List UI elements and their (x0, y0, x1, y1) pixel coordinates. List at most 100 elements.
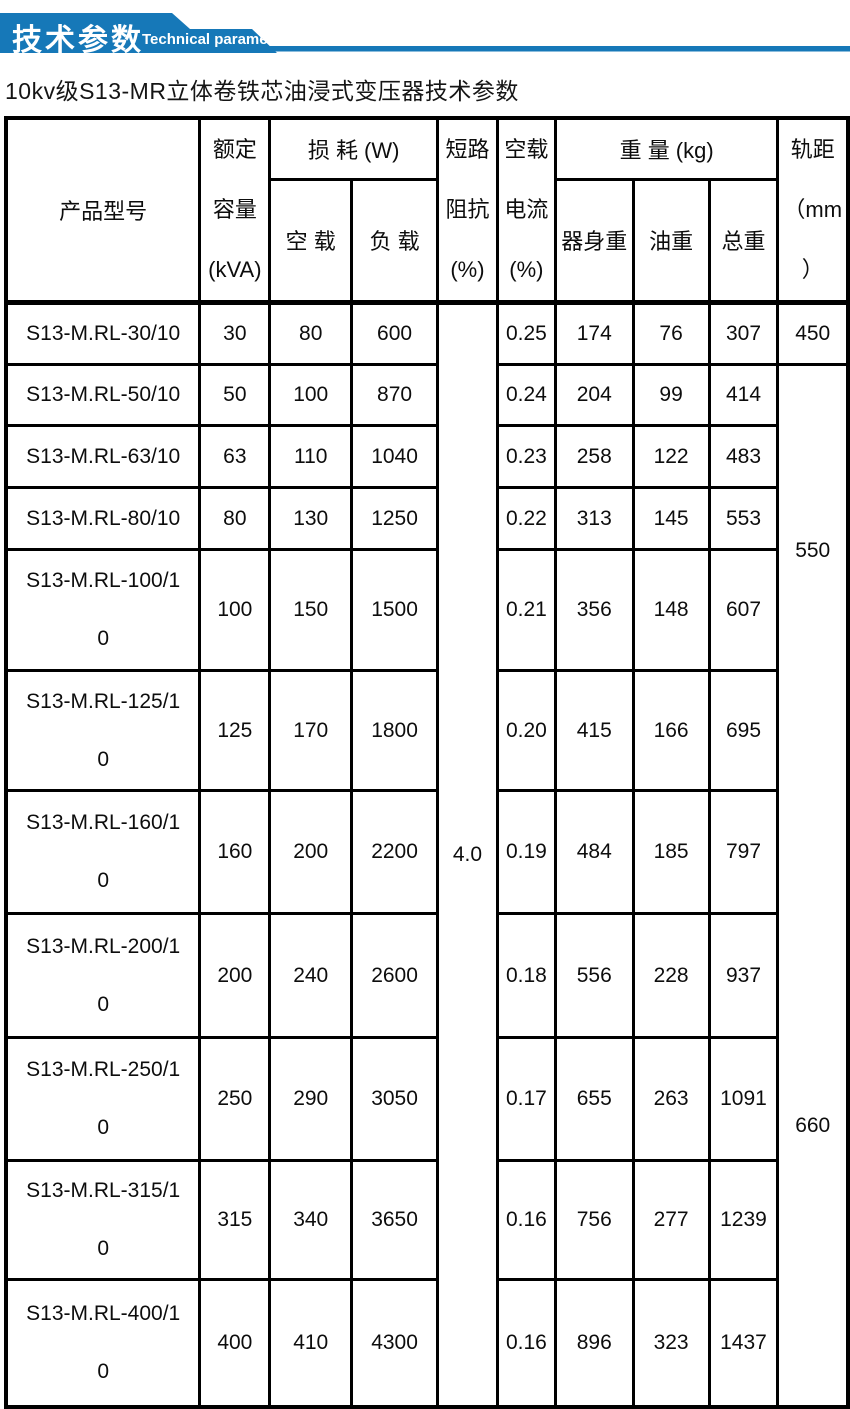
cell-load-loss: 870 (350, 363, 439, 427)
cell-load-loss: 4300 (350, 1278, 439, 1408)
cell-load-loss: 1800 (350, 669, 439, 792)
cell-no-load-current: 0.20 (495, 669, 557, 792)
cell-model: S13-M.RL-200/10 (4, 912, 202, 1039)
header-load-loss: 负 载 (350, 177, 439, 306)
cell-capacity: 400 (198, 1278, 272, 1408)
cell-load-loss: 1040 (350, 424, 439, 489)
cell-no-load-loss: 340 (268, 1159, 354, 1281)
gauge-550: 550 (795, 538, 831, 562)
cell-total-weight: 414 (707, 363, 780, 427)
cell-capacity: 200 (198, 912, 272, 1039)
cell-total-weight: 1091 (707, 1036, 780, 1162)
cell-no-load-current: 0.25 (495, 301, 557, 366)
cell-model: S13-M.RL-160/10 (4, 789, 202, 915)
cell-load-loss: 2600 (350, 912, 439, 1039)
cell-no-load-loss: 170 (268, 669, 354, 792)
cell-body-weight: 313 (553, 486, 635, 551)
cell-no-load-loss: 410 (268, 1278, 354, 1408)
gauge-660: 660 (795, 1114, 831, 1138)
cell-no-load-current: 0.24 (495, 363, 557, 427)
cell-model: S13-M.RL-315/10 (4, 1159, 202, 1281)
cell-model: S13-M.RL-400/10 (4, 1278, 202, 1408)
header-row-1: 产品型号 额定 容量 (kVA) 损 耗 (W) 短路 阻抗 (%) 空载 电流 (%) 重… (4, 116, 850, 305)
cell-no-load-current: 0.23 (495, 424, 557, 489)
cell-oil-weight: 263 (631, 1036, 711, 1162)
cell-no-load-loss: 290 (268, 1036, 354, 1162)
cell-load-loss: 600 (350, 301, 439, 366)
cell-no-load-current: 0.16 (495, 1278, 557, 1408)
cell-capacity: 125 (198, 669, 272, 792)
cell-total-weight: 307 (707, 301, 780, 366)
header-row-2: 空 载 负 载 器身重 油重 总重 (6, 177, 848, 306)
cell-model: S13-M.RL-125/10 (4, 669, 202, 792)
cell-no-load-loss: 200 (268, 789, 354, 915)
header-loss-group: 损 耗 (W) (268, 116, 439, 181)
header-body-weight: 器身重 (553, 177, 635, 306)
cell-total-weight: 797 (707, 789, 780, 915)
cell-oil-weight: 76 (631, 301, 711, 366)
table-row: S13-M.RL-80/10 80 130 1250 0.22 313 145 … (4, 486, 848, 551)
header-rated-capacity: 额定 容量 (kVA) (198, 116, 272, 305)
table-row: S13-M.RL-160/10 160 200 2200 0.19 484 18… (4, 789, 848, 915)
cell-oil-weight: 277 (631, 1159, 711, 1281)
cell-capacity: 50 (198, 363, 272, 427)
cell-no-load-current: 0.17 (495, 1036, 557, 1162)
cell-body-weight: 655 (553, 1036, 635, 1162)
cell-body-weight: 484 (553, 789, 635, 915)
table-row: S13-M.RL-30/10 30 80 600 4.0 0.25 174 76… (4, 301, 850, 1408)
section-banner: 技术参数 Technical parameter (0, 0, 850, 60)
cell-gauge-450: 450 (776, 301, 850, 366)
parameters-table: 产品型号 额定 容量 (kVA) 损 耗 (W) 短路 阻抗 (%) 空载 电流 (%) 重… (4, 116, 850, 1409)
cell-no-load-loss: 130 (268, 486, 354, 551)
cell-oil-weight: 148 (631, 548, 711, 672)
cell-oil-weight: 145 (631, 486, 711, 551)
cell-oil-weight: 323 (631, 1278, 711, 1408)
cell-body-weight: 556 (553, 912, 635, 1039)
header-product-model: 产品型号 (4, 116, 202, 305)
table-row: S13-M.RL-63/10 63 110 1040 0.23 258 122 … (4, 424, 848, 489)
cell-body-weight: 896 (553, 1278, 635, 1408)
cell-oil-weight: 166 (631, 669, 711, 792)
cell-total-weight: 483 (707, 424, 780, 489)
cell-capacity: 80 (198, 486, 272, 551)
cell-model: S13-M.RL-100/10 (4, 548, 202, 672)
cell-load-loss: 1500 (350, 548, 439, 672)
cell-no-load-current: 0.19 (495, 789, 557, 915)
cell-capacity: 100 (198, 548, 272, 672)
cell-capacity: 250 (198, 1036, 272, 1162)
header-no-load-loss: 空 载 (268, 177, 354, 306)
cell-no-load-current: 0.21 (495, 548, 557, 672)
cell-load-loss: 3050 (350, 1036, 439, 1162)
cell-load-loss: 1250 (350, 486, 439, 551)
header-oil-weight: 油重 (631, 177, 711, 306)
cell-model: S13-M.RL-80/10 (4, 486, 202, 551)
cell-capacity: 315 (198, 1159, 272, 1281)
cell-capacity: 160 (198, 789, 272, 915)
header-weight-group: 重 量 (kg) (553, 116, 780, 181)
table-row: S13-M.RL-200/10 200 240 2600 0.18 556 22… (4, 912, 848, 1039)
table-row: S13-M.RL-125/10 125 170 1800 0.20 415 16… (4, 669, 848, 792)
page-title: 10kv级S13-MR立体卷铁芯油浸式变压器技术参数 (5, 78, 519, 104)
cell-no-load-loss: 150 (268, 548, 354, 672)
cell-body-weight: 174 (553, 301, 635, 366)
header-impedance: 短路 阻抗 (%) (436, 116, 499, 305)
cell-oil-weight: 185 (631, 789, 711, 915)
cell-body-weight: 415 (553, 669, 635, 792)
cell-total-weight: 695 (707, 669, 780, 792)
cell-gauge-merged: 550 660 (776, 363, 850, 1408)
cell-model: S13-M.RL-250/10 (4, 1036, 202, 1162)
cell-body-weight: 356 (553, 548, 635, 672)
cell-load-loss: 3650 (350, 1159, 439, 1281)
cell-capacity: 63 (198, 424, 272, 489)
cell-model: S13-M.RL-30/10 (4, 301, 202, 366)
cell-total-weight: 607 (707, 548, 780, 672)
cell-no-load-loss: 80 (268, 301, 354, 366)
cell-oil-weight: 122 (631, 424, 711, 489)
header-gauge: 轨距 （mm） (776, 116, 850, 305)
banner-title: 技术参数 (12, 24, 144, 57)
cell-no-load-current: 0.22 (495, 486, 557, 551)
cell-no-load-current: 0.18 (495, 912, 557, 1039)
table-row: S13-M.RL-250/10 250 290 3050 0.17 655 26… (4, 1036, 848, 1162)
cell-total-weight: 1437 (707, 1278, 780, 1408)
cell-load-loss: 2200 (350, 789, 439, 915)
